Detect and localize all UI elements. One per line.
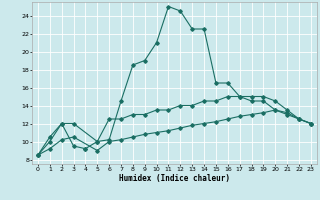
X-axis label: Humidex (Indice chaleur): Humidex (Indice chaleur) [119, 174, 230, 183]
